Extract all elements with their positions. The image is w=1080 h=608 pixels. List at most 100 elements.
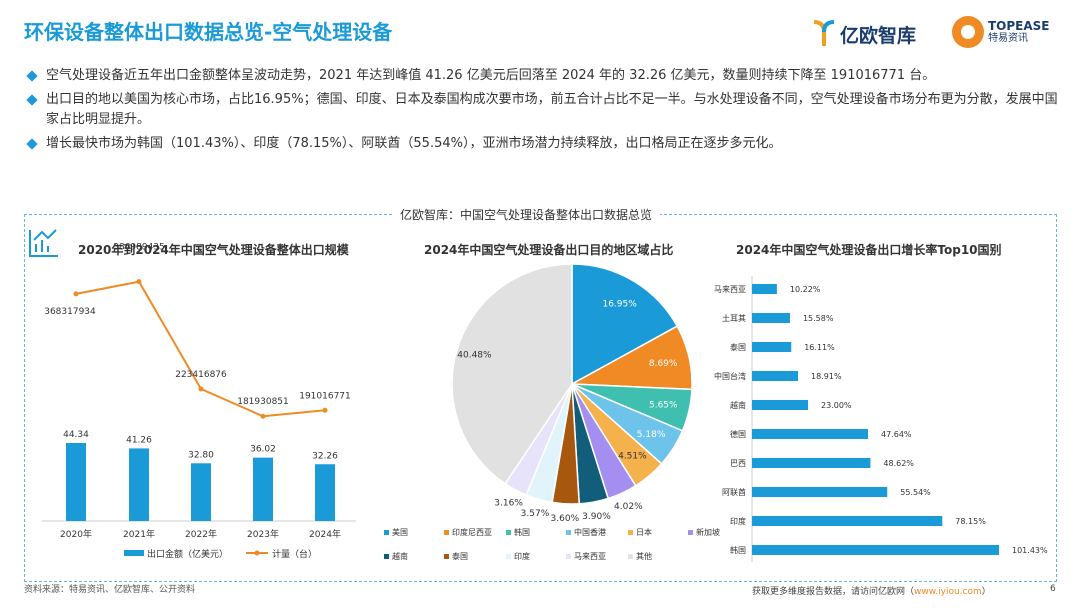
chart1-bar-label: 44.34: [63, 430, 89, 440]
chart2-legend-label: 新加坡: [696, 527, 720, 537]
bullet-3: 增长最快市场为韩国（101.43%）、印度（78.15%）、阿联酋（55.54%…: [26, 134, 1062, 154]
chart1-bar-label: 36.02: [250, 445, 276, 455]
footer-url[interactable]: www.iyiou.com: [914, 587, 982, 597]
chart2-legend-label: 印度: [514, 551, 530, 561]
chart2-legend-swatch: [566, 530, 571, 535]
chart3-bar: [752, 545, 999, 555]
chart2-legend-swatch: [688, 530, 693, 535]
chart2-slice-label: 16.95%: [602, 299, 637, 309]
chart2-legend-label: 中国香港: [574, 527, 606, 537]
chart2-legend-label: 美国: [392, 527, 408, 537]
chart3-title: 2024年中国空气处理设备出口增长率Top10国别: [736, 243, 1002, 257]
chart2-slice-label: 3.60%: [551, 514, 580, 524]
chart3-category-label: 阿联酋: [722, 487, 746, 497]
chart1-bar: [191, 463, 211, 521]
chart3-bar: [752, 458, 871, 468]
chart3-category-label: 德国: [730, 429, 746, 439]
chart3-category-label: 土耳其: [722, 313, 746, 323]
chart1-line-label: 386989435: [113, 243, 165, 253]
chart1-line-point: [136, 279, 142, 285]
chart3-bar: [752, 342, 792, 352]
chart2-title: 2024年中国空气处理设备出口目的地区域占比: [424, 243, 674, 257]
chart1-line-point: [73, 291, 79, 297]
chart1-title: 2020年到2024年中国空气处理设备整体出口规模: [78, 243, 349, 257]
chart1-legend-line-label: 计量（台）: [272, 548, 317, 560]
chart3-bar: [752, 284, 777, 294]
chart3-bar: [752, 371, 799, 381]
chart2-legend-swatch: [506, 554, 511, 559]
chart2-legend-label: 印度尼西亚: [452, 527, 492, 537]
chart2-legend-label: 泰国: [452, 551, 468, 561]
chart3-value-label: 23.00%: [821, 401, 852, 410]
chart2-legend-swatch: [506, 530, 511, 535]
topease-logo-icon: [952, 16, 984, 48]
chart3-value-label: 15.58%: [803, 314, 834, 323]
chart1-bar-label: 32.80: [188, 450, 214, 460]
chart2-legend-swatch: [628, 554, 633, 559]
chart3-category-label: 韩国: [730, 545, 746, 555]
chart2-slice-label: 5.65%: [649, 401, 678, 411]
chart3-category-label: 越南: [730, 400, 746, 410]
chart3-bar: [752, 313, 790, 323]
chart3-bar: [752, 516, 943, 526]
chart1-legend-bar-label: 出口金额（亿美元）: [147, 548, 228, 560]
chart1-tick-label: 2020年: [60, 528, 92, 540]
chart3-category-label: 印度: [730, 516, 746, 526]
chart1-line-point: [260, 413, 266, 419]
page-title: 环保设备整体出口数据总览-空气处理设备: [24, 20, 393, 44]
chart2-legend-label: 马来西亚: [574, 552, 606, 561]
chart1-bar-label: 41.26: [126, 435, 152, 445]
panel-title: 亿欧智库：中国空气处理设备整体出口数据总览: [392, 206, 661, 223]
chart1-tick-label: 2022年: [185, 528, 217, 540]
chart1-bar: [129, 448, 149, 521]
logo2-en: TOPEASE: [988, 18, 1050, 33]
iyiou-logo: 亿欧智库: [812, 18, 916, 50]
chart2-slice-label: 3.16%: [494, 499, 523, 509]
chart1-line-label: 181930851: [237, 397, 289, 407]
bullet-1: 空气处理设备近五年出口金额整体呈波动走势，2021 年达到峰值 41.26 亿美…: [26, 66, 1062, 86]
summary-bullets: 空气处理设备近五年出口金额整体呈波动走势，2021 年达到峰值 41.26 亿美…: [26, 66, 1062, 158]
chart1-tick-label: 2024年: [309, 528, 341, 540]
chart1-bar: [66, 443, 86, 521]
chart2-legend-label: 越南: [392, 551, 408, 561]
chart3-category-label: 马来西亚: [714, 285, 746, 294]
chart2-legend-label: 其他: [636, 551, 652, 561]
logo1-text: 亿欧智库: [840, 24, 917, 47]
chart3-value-label: 16.11%: [804, 343, 835, 352]
chart1-tick-label: 2023年: [247, 528, 279, 540]
chart2-legend-swatch: [384, 554, 389, 559]
chart2-slice-label: 8.69%: [649, 359, 678, 369]
chart2-slice-label: 4.51%: [618, 452, 647, 462]
page-number: 6: [1050, 584, 1056, 594]
chart2-legend-swatch: [628, 530, 633, 535]
chart1-legend-line-dot: [254, 550, 260, 556]
chart3-value-label: 18.91%: [811, 372, 842, 381]
chart2-slice-label: 3.57%: [521, 509, 550, 519]
chart2-slice: [571, 263, 679, 386]
chart1-line-label: 368317934: [44, 307, 96, 317]
chart3-value-label: 78.15%: [955, 517, 986, 526]
chart2-slice: [451, 263, 573, 485]
chart3-bar: [752, 487, 888, 497]
chart3-value-label: 10.22%: [790, 285, 821, 294]
chart3-value-label: 101.43%: [1012, 546, 1048, 555]
chart1-line-point: [198, 386, 204, 392]
chart2-slice-label: 5.18%: [637, 430, 666, 440]
chart1-line-label: 191016771: [299, 391, 351, 401]
chart3-value-label: 48.62%: [883, 459, 914, 468]
chart1-line-point: [322, 407, 328, 413]
chart3-category-label: 巴西: [730, 459, 746, 468]
chart2-legend-swatch: [444, 530, 449, 535]
chart2-legend-swatch: [444, 554, 449, 559]
chart3-category-label: 泰国: [730, 342, 746, 352]
chart3-value-label: 47.64%: [881, 430, 912, 439]
chart3-bar: [752, 429, 869, 439]
chart3-value-label: 55.54%: [900, 488, 931, 497]
footer-more-suffix: ）: [981, 587, 991, 597]
chart1-line-label: 223416876: [175, 370, 227, 380]
chart3-bar: [752, 400, 809, 410]
topease-logo: TOPEASE 特易资讯: [952, 16, 1050, 48]
